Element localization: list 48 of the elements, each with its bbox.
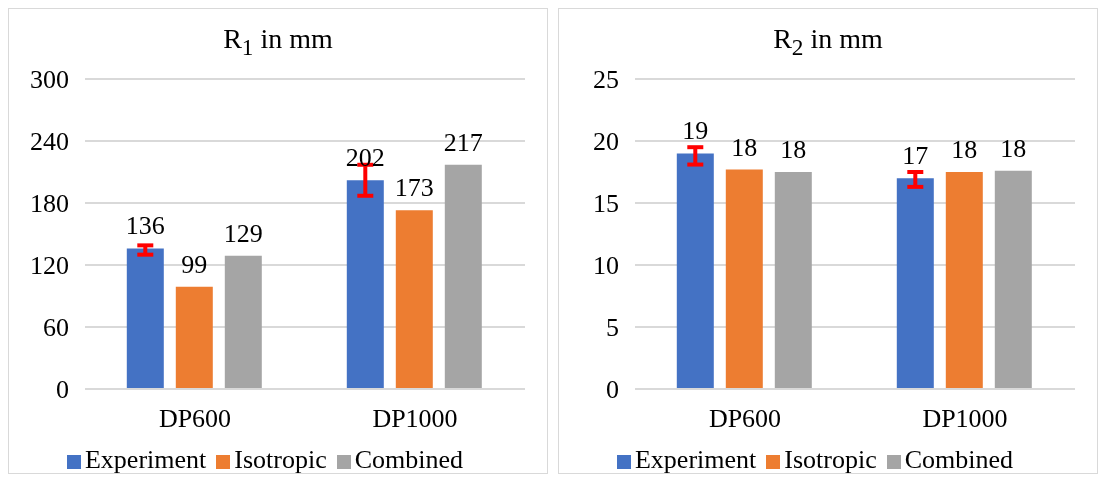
bar [676, 153, 714, 389]
y-tick-label: 20 [593, 127, 619, 157]
bar [725, 169, 763, 389]
y-tick-label: 300 [30, 65, 69, 95]
data-label: 173 [394, 173, 434, 203]
legend-label: Isotropic [784, 445, 877, 474]
data-label: 19 [682, 116, 709, 146]
y-tick-label: 240 [30, 127, 69, 157]
y-tick-label: 180 [30, 189, 69, 219]
bar [896, 178, 934, 389]
bar [945, 172, 983, 389]
x-tick-label: DP1000 [922, 404, 1008, 434]
x-tick-label: DP1000 [372, 404, 458, 434]
data-label: 217 [443, 127, 483, 157]
bar [126, 248, 164, 389]
data-label: 18 [780, 135, 807, 164]
data-label: 17 [902, 141, 929, 171]
chart-title: R$_{2}$ in mm [773, 23, 883, 60]
data-label: 202 [345, 143, 385, 173]
y-tick-label: 5 [606, 313, 619, 343]
bar [774, 172, 812, 389]
y-tick-label: 0 [56, 375, 69, 405]
bar [444, 164, 482, 389]
data-label: 99 [181, 249, 208, 279]
data-label: 18 [951, 135, 978, 164]
y-tick-label: 15 [593, 189, 619, 219]
bar [994, 170, 1032, 389]
x-tick-label: DP600 [158, 404, 232, 434]
chart-title: R$_{1}$ in mm [223, 23, 333, 60]
data-label: 136 [125, 211, 165, 241]
bar [346, 180, 384, 389]
legend-label: Experiment [634, 445, 757, 474]
y-tick-label: 25 [593, 65, 619, 95]
y-tick-label: 120 [30, 251, 69, 281]
y-tick-label: 10 [593, 251, 619, 281]
legend-label: Isotropic [234, 445, 327, 474]
y-tick-label: 0 [606, 375, 619, 405]
data-label: 18 [1000, 133, 1027, 163]
bar [224, 255, 262, 389]
bar [175, 286, 213, 389]
bar [395, 210, 433, 389]
legend-label: Experiment [84, 445, 207, 474]
x-tick-label: DP600 [708, 404, 782, 434]
data-label: 18 [731, 132, 758, 162]
legend-label: Combined [354, 445, 464, 474]
y-tick-label: 60 [43, 313, 69, 343]
legend-label: Combined [904, 445, 1014, 474]
data-label: 129 [223, 218, 263, 248]
